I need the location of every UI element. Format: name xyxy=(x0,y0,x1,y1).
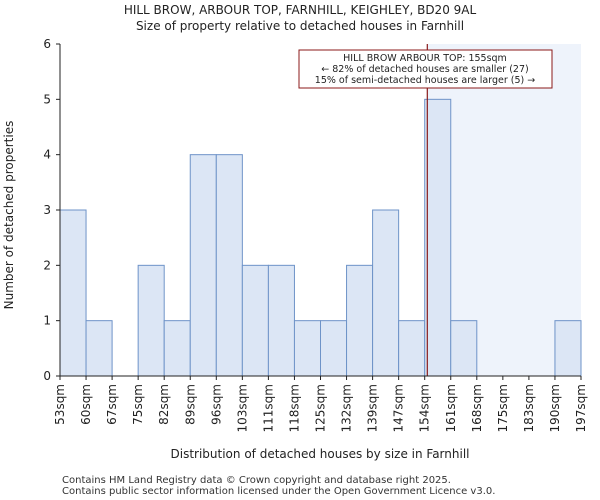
x-tick-label-103sqm: 103sqm xyxy=(235,384,249,432)
x-tick-label-161sqm: 161sqm xyxy=(444,384,458,432)
x-tick-label-111sqm: 111sqm xyxy=(261,384,275,432)
bar-89sqm xyxy=(189,154,217,377)
bar-75sqm xyxy=(137,264,165,377)
bar-125sqm xyxy=(320,320,348,377)
annotation-border xyxy=(298,49,553,89)
annotation-line-1: HILL BROW ARBOUR TOP: 155sqm xyxy=(343,53,507,64)
bar-103sqm xyxy=(241,264,269,377)
y-tick-label: 4 xyxy=(43,148,51,162)
x-tick-label-118sqm: 118sqm xyxy=(287,384,301,432)
x-tick-label-89sqm: 89sqm xyxy=(183,384,197,425)
x-tick-label-175sqm: 175sqm xyxy=(496,384,510,432)
bar-82sqm xyxy=(163,320,191,377)
x-ticks: 53sqm 60sqm 67sqm 75sqm 82sqm 89sqm 96sqm 103sq… xyxy=(53,376,588,432)
footer-line-1: Contains HM Land Registry data © Crown c… xyxy=(62,475,451,486)
bar-154sqm xyxy=(424,98,452,377)
x-tick-label-132sqm: 132sqm xyxy=(340,384,354,432)
x-tick-label-147sqm: 147sqm xyxy=(392,384,406,432)
annotation-box: HILL BROW ARBOUR TOP: 155sqm ← 82% of de… xyxy=(298,49,553,89)
bar-147sqm xyxy=(398,320,426,377)
bar-190sqm xyxy=(554,320,582,377)
y-tick-label: 2 xyxy=(43,258,51,272)
x-tick-label-183sqm: 183sqm xyxy=(522,384,536,432)
bar-96sqm xyxy=(215,154,243,377)
y-ticks: 0 1 2 3 4 5 6 xyxy=(43,37,60,383)
annotation-line-2: ← 82% of detached houses are smaller (27… xyxy=(321,64,528,75)
y-tick-label: 0 xyxy=(43,369,51,383)
x-tick-label-139sqm: 139sqm xyxy=(366,384,380,432)
bar-111sqm xyxy=(267,264,295,377)
annotation-line-3: 15% of semi-detached houses are larger (… xyxy=(315,75,535,86)
x-tick-label-197sqm: 197sqm xyxy=(574,384,588,432)
bar-132sqm xyxy=(346,264,374,377)
chart-title: HILL BROW, ARBOUR TOP, FARNHILL, KEIGHLE… xyxy=(124,3,477,17)
x-tick-label-190sqm: 190sqm xyxy=(548,384,562,432)
bar-161sqm xyxy=(450,320,478,377)
bar-118sqm xyxy=(293,320,322,377)
bar-53sqm xyxy=(59,209,87,377)
x-tick-label-67sqm: 67sqm xyxy=(105,384,119,425)
y-tick-label: 1 xyxy=(43,314,51,328)
plot-area: 0 1 2 3 4 5 6 53sqm 60sqm 67sqm 75sqm 82sqm 89sqm 96… xyxy=(43,37,588,432)
x-tick-label-75sqm: 75sqm xyxy=(131,384,145,425)
bars xyxy=(59,98,582,377)
bar-139sqm xyxy=(372,209,400,377)
x-tick-label-154sqm: 154sqm xyxy=(418,384,432,432)
x-axis-label: Distribution of detached houses by size … xyxy=(171,447,470,461)
y-tick-label: 3 xyxy=(43,203,51,217)
footer-line-2: Contains public sector information licen… xyxy=(62,486,495,497)
y-axis-label: Number of detached properties xyxy=(2,121,16,310)
x-tick-label-82sqm: 82sqm xyxy=(157,384,171,425)
x-tick-label-125sqm: 125sqm xyxy=(314,384,328,432)
x-tick-label-60sqm: 60sqm xyxy=(79,384,93,425)
x-tick-label-96sqm: 96sqm xyxy=(209,384,223,425)
bar-60sqm xyxy=(85,320,113,377)
chart-subtitle: Size of property relative to detached ho… xyxy=(136,19,464,33)
x-tick-label-168sqm: 168sqm xyxy=(470,384,484,432)
y-tick-label: 5 xyxy=(43,92,51,106)
y-tick-label: 6 xyxy=(43,37,51,51)
x-tick-label-53sqm: 53sqm xyxy=(53,384,67,425)
